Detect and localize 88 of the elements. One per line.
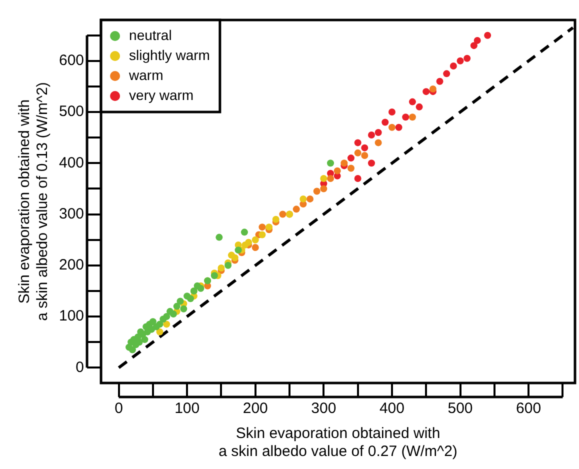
point <box>388 108 396 116</box>
x-tick-label: 200 <box>242 400 268 418</box>
point <box>252 236 259 244</box>
point <box>210 272 218 280</box>
point <box>361 152 368 159</box>
point <box>128 346 136 354</box>
point <box>141 336 148 344</box>
point <box>436 78 444 85</box>
point <box>272 216 280 223</box>
point <box>170 310 177 318</box>
point <box>300 195 307 202</box>
point <box>474 36 481 44</box>
point <box>408 114 416 121</box>
point <box>186 295 194 302</box>
point <box>156 328 164 336</box>
point <box>334 167 341 174</box>
point <box>163 320 170 328</box>
point <box>443 70 450 78</box>
point <box>313 188 320 195</box>
point <box>422 88 430 96</box>
x-tick-label: 100 <box>174 400 200 418</box>
point <box>234 246 242 254</box>
point <box>354 149 362 156</box>
point <box>224 262 232 269</box>
point <box>258 231 266 238</box>
point <box>354 174 362 182</box>
x-tick-label: 300 <box>311 400 336 418</box>
point <box>429 86 436 93</box>
point <box>320 174 328 182</box>
point <box>456 57 464 64</box>
legend-label: very warm <box>129 86 194 103</box>
point <box>347 164 354 172</box>
y-tick-label: 500 <box>58 103 84 120</box>
point <box>266 224 273 231</box>
point <box>279 210 286 218</box>
point <box>388 124 396 131</box>
point <box>258 224 266 231</box>
point <box>327 160 334 167</box>
point <box>354 139 362 146</box>
point <box>408 98 416 106</box>
point <box>245 238 252 246</box>
x-tick-label: 0 <box>114 400 123 418</box>
point <box>149 318 156 326</box>
x-tick-label: 400 <box>379 400 404 418</box>
point <box>197 284 204 292</box>
x-axis-title: Skin evaporation obtained with a skin albedo value of 0.27 (W/m^2) <box>218 425 458 460</box>
point <box>374 128 382 136</box>
y-axis-title: Skin evaporation obtained with a skin albedo value of 0.13 (W/m^2) <box>16 82 52 321</box>
legend-label: neutral <box>129 26 172 43</box>
y-tick-label: 200 <box>58 256 84 274</box>
point <box>374 139 382 146</box>
point <box>163 313 170 320</box>
point <box>252 244 259 252</box>
y-tick-label: 100 <box>58 308 84 325</box>
point <box>320 185 328 192</box>
point <box>368 132 375 139</box>
point <box>340 160 348 167</box>
legend-label: warm <box>128 66 164 83</box>
y-tick-label: 300 <box>58 205 84 222</box>
y-tick-label: 400 <box>58 154 84 172</box>
legend-label: slightly warm <box>129 46 210 63</box>
point <box>416 103 423 110</box>
point <box>176 298 184 305</box>
point <box>240 228 248 236</box>
point <box>470 42 478 50</box>
point <box>450 62 457 70</box>
y-tick-label: 0 <box>76 358 84 376</box>
point <box>218 264 225 272</box>
point <box>368 160 375 167</box>
point <box>395 124 402 131</box>
point <box>228 252 235 259</box>
point <box>361 144 368 152</box>
point <box>306 195 314 202</box>
y-tick-label: 600 <box>58 52 84 70</box>
point <box>173 302 180 310</box>
point <box>180 305 188 312</box>
point <box>136 338 143 346</box>
point <box>327 174 334 182</box>
point <box>382 118 389 126</box>
point <box>484 32 492 39</box>
point <box>347 154 354 162</box>
x-tick-label: 500 <box>448 400 473 418</box>
point <box>216 234 223 241</box>
point <box>402 114 410 121</box>
point <box>156 320 164 328</box>
point <box>292 206 300 213</box>
point <box>464 54 471 62</box>
x-tick-label: 600 <box>516 400 542 418</box>
